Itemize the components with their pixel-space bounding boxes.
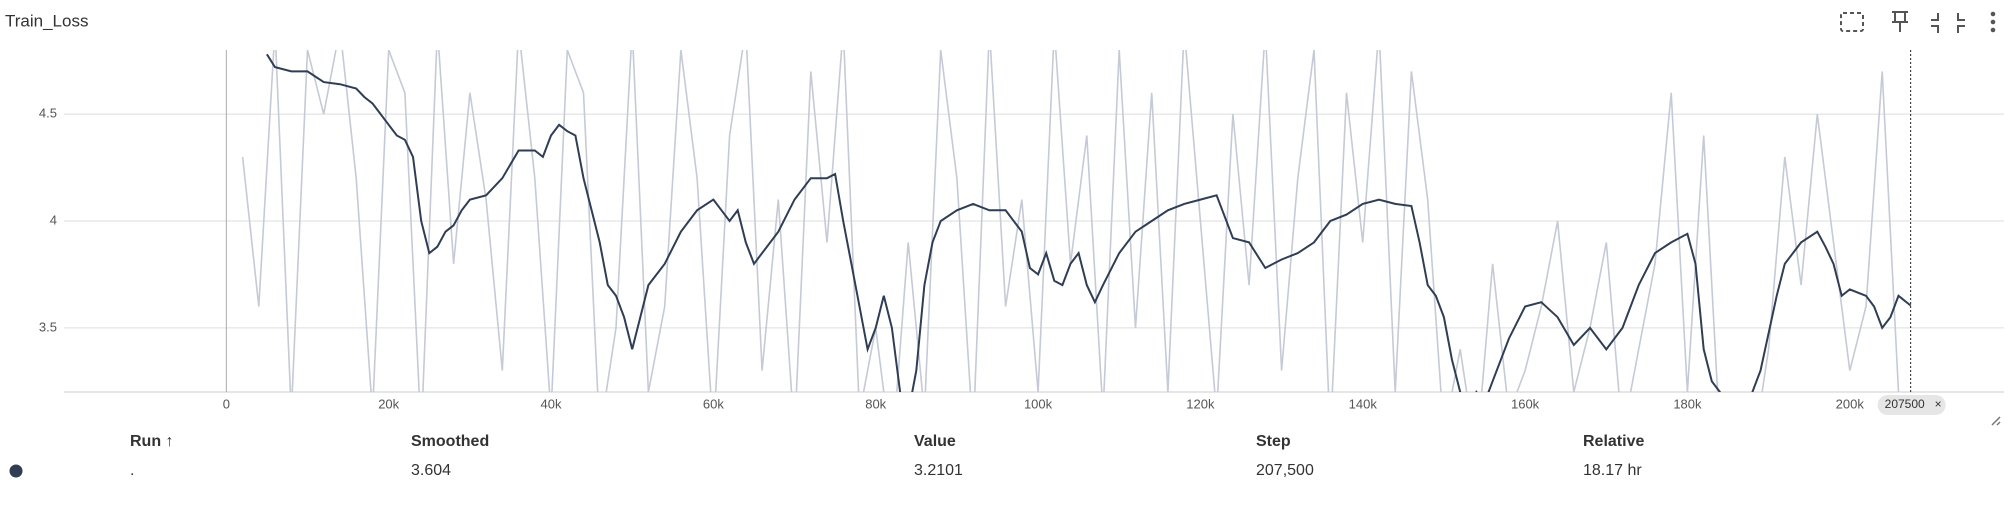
x-tick-label: 180k	[1673, 396, 1702, 411]
series-line	[266, 53, 1912, 392]
card-title: Train_Loss	[5, 11, 88, 30]
table-cell: 3.2101	[914, 462, 963, 479]
y-tick-label: 3.5	[39, 319, 57, 334]
x-tick-label: 160k	[1511, 396, 1540, 411]
table-cell: 207,500	[1256, 462, 1314, 479]
x-tick-label: 40k	[541, 396, 562, 411]
y-tick-label: 4.5	[39, 106, 57, 121]
x-tick-label: 20k	[378, 396, 399, 411]
resize-handle[interactable]	[1991, 416, 2001, 426]
collapse-icon[interactable]	[1931, 13, 1965, 33]
run-color-dot	[9, 464, 23, 478]
cursor-chip	[1877, 395, 1946, 415]
x-tick-label: 80k	[865, 396, 886, 411]
cursor-close: ×	[1935, 397, 1942, 411]
x-tick-label: 100k	[1024, 396, 1053, 411]
plot: 3.5 4 4.5 0 20k 40k 60k 80k 100k 120k 140k 160k 180k…	[39, 50, 2004, 415]
cursor-label: 207500	[1885, 397, 1925, 411]
card-icons[interactable]	[1840, 11, 1996, 33]
fit-icon[interactable]	[1840, 12, 1864, 32]
x-tick-label: 0	[223, 396, 230, 411]
column-header: Smoothed	[411, 433, 489, 450]
x-tick-label: 120k	[1186, 396, 1215, 411]
column-header: Run ↑	[130, 433, 174, 450]
column-header: Step	[1256, 433, 1291, 450]
x-tick-label: 140k	[1349, 396, 1378, 411]
menu-icon[interactable]	[1990, 11, 1996, 33]
table-cell: .	[130, 462, 134, 479]
x-tick-label: 200k	[1836, 396, 1865, 411]
data-table: Run ↑ Smoothed Value Step Relative. 3.604 3.21…	[130, 433, 1644, 479]
pin-icon[interactable]	[1892, 11, 1908, 32]
column-header: Relative	[1583, 433, 1644, 450]
table-cell: 3.604	[411, 462, 451, 479]
column-header: Value	[914, 433, 956, 450]
y-tick-label: 4	[50, 212, 57, 227]
table-cell: 18.17 hr	[1583, 462, 1642, 479]
x-tick-label: 60k	[703, 396, 724, 411]
